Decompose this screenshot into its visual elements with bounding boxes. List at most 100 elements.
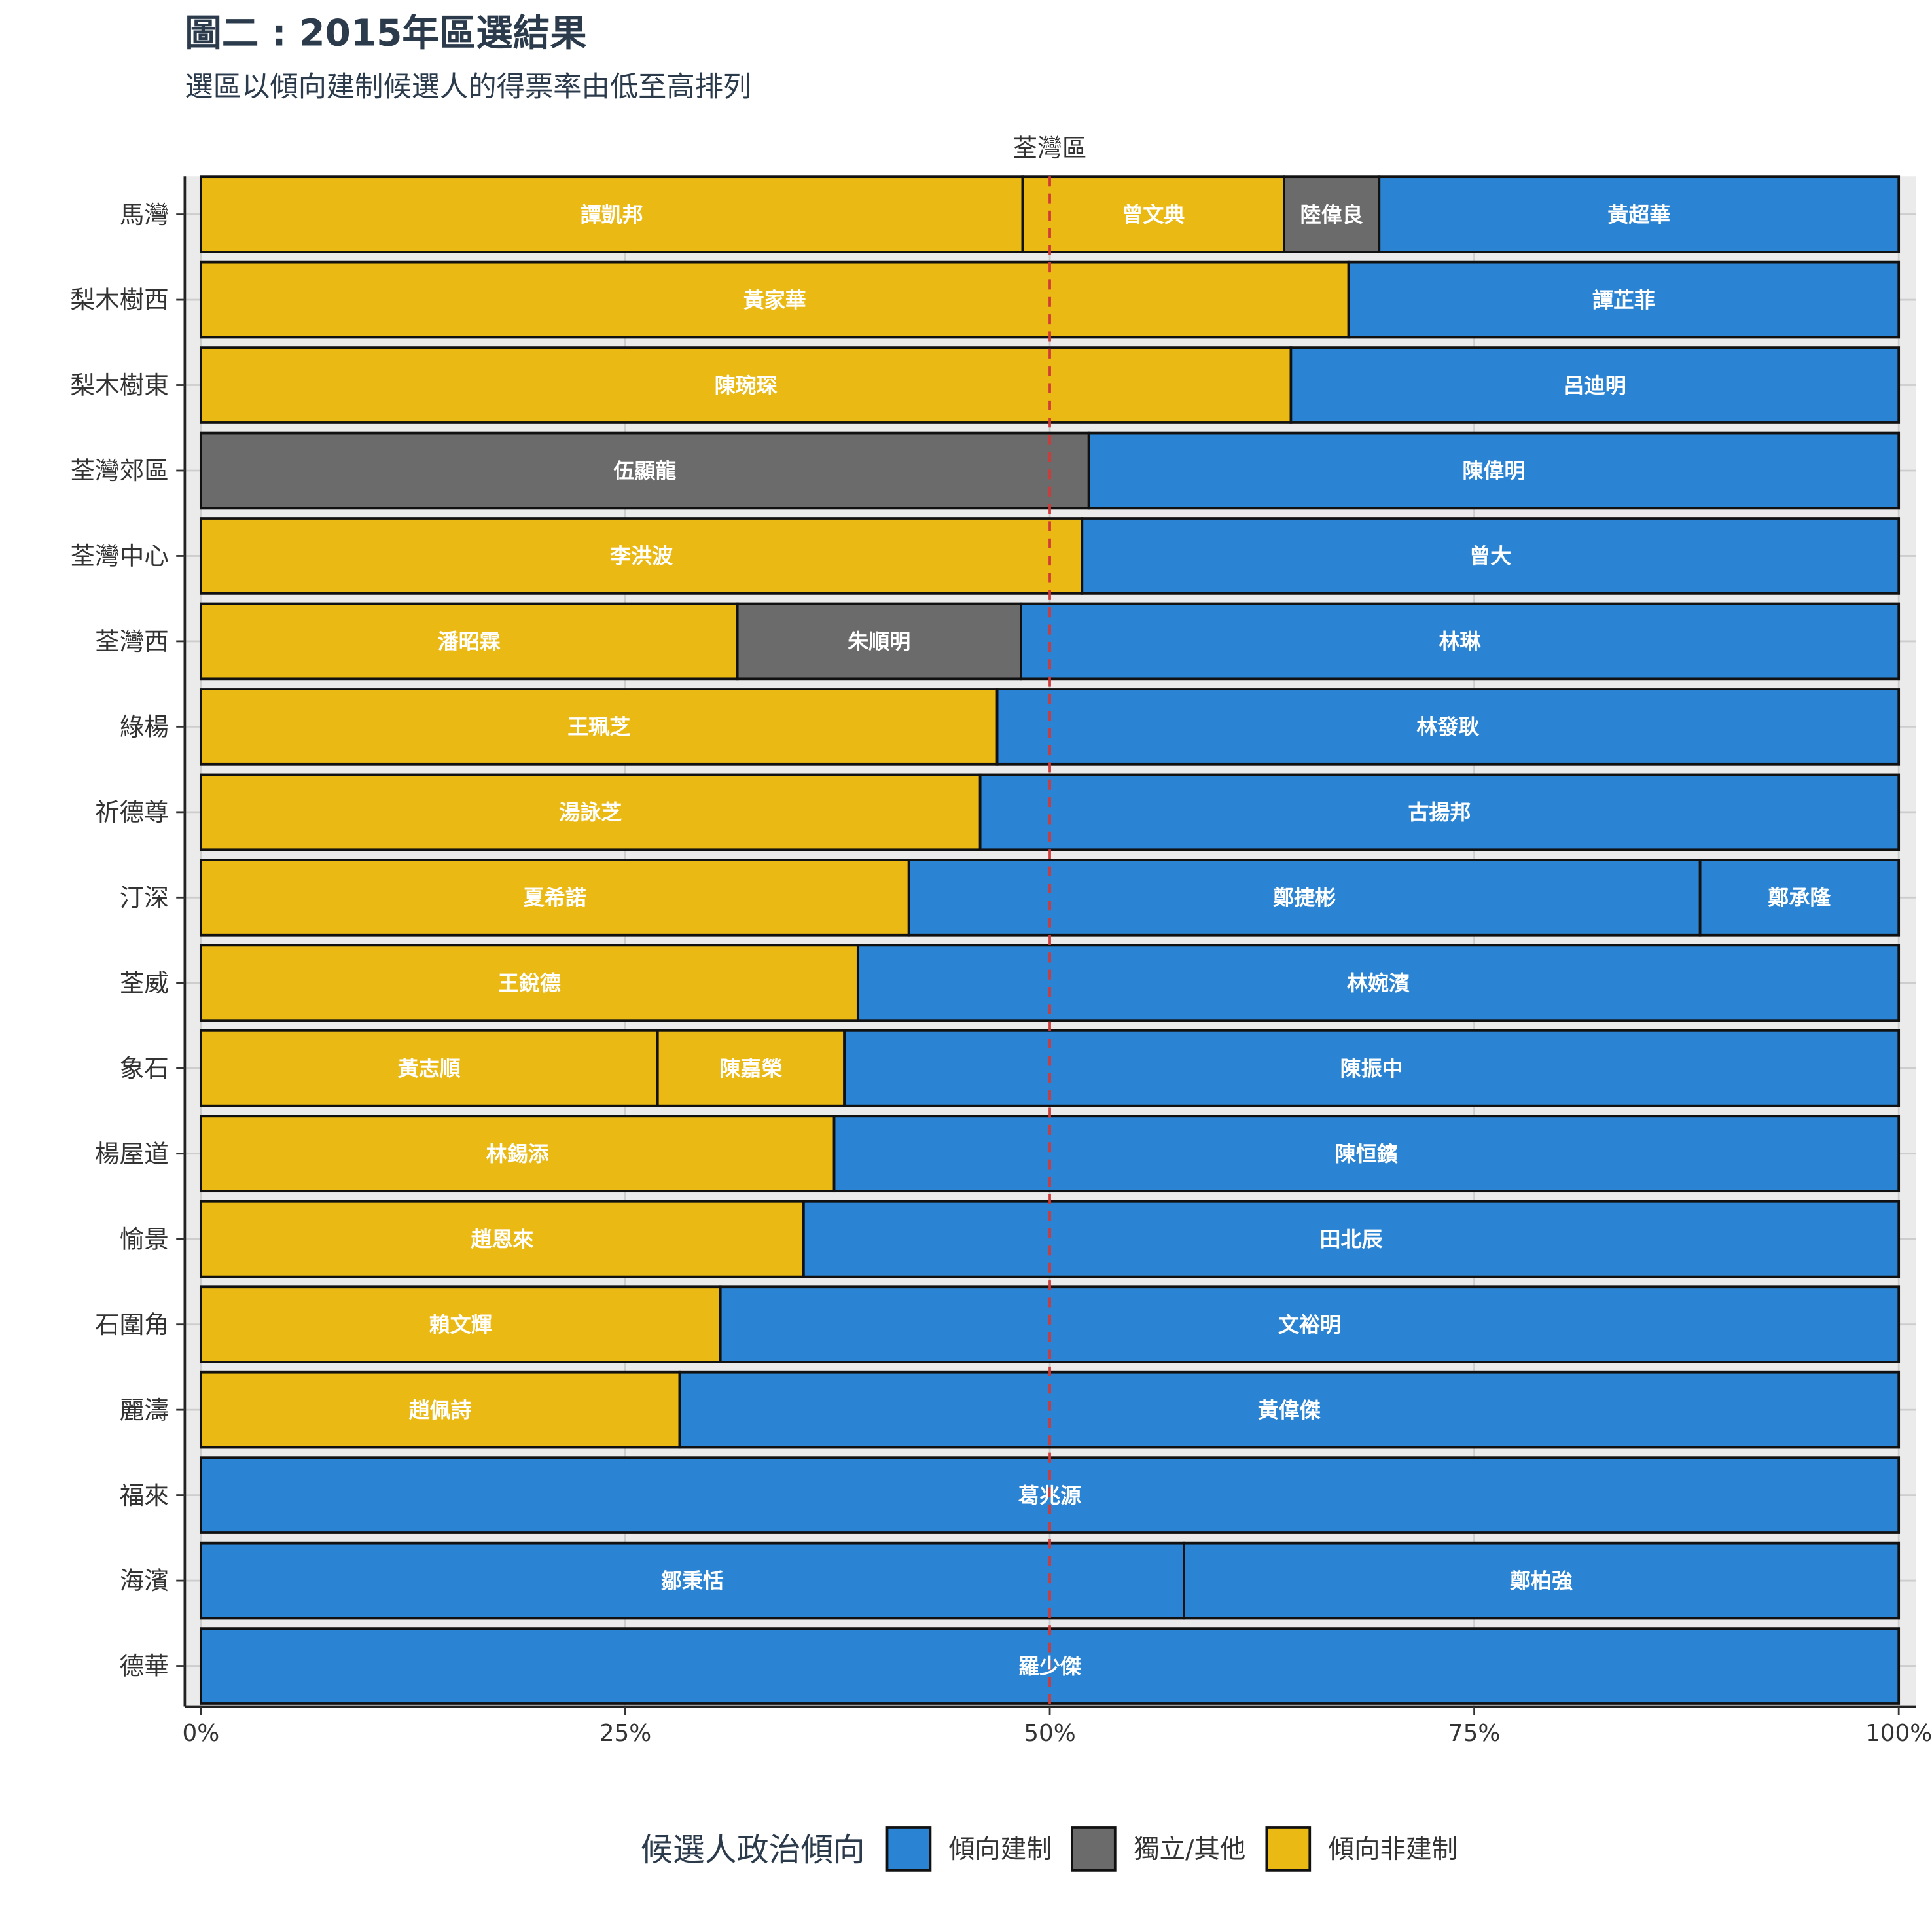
bar-label: 葛兆源 (1018, 1483, 1081, 1508)
bar-label: 趙佩詩 (409, 1397, 472, 1422)
bar-segment (856, 944, 1901, 1022)
bar-label: 曾文典 (1122, 202, 1185, 227)
bar-label: 鄭捷彬 (1273, 885, 1336, 910)
bar-label: 譚凱邦 (581, 202, 643, 227)
x-axis-ticks: 0% 25% 50% 75% 100% (182, 1706, 1932, 1747)
bar-label: 王珮芝 (567, 715, 630, 740)
legend-title: 候選人政治傾向 (641, 1831, 865, 1869)
bar-segment (199, 1029, 659, 1107)
x-tick-label: 75% (1448, 1720, 1501, 1747)
bar-segment (1378, 175, 1901, 253)
y-tick-label: 荃灣郊區 (70, 456, 169, 485)
bar-segment (802, 1200, 1901, 1278)
bar-label: 鄭柏強 (1510, 1568, 1573, 1593)
bar-segment (199, 1541, 1185, 1620)
bar-segment (199, 859, 910, 937)
y-tick-label: 麗濤 (120, 1395, 169, 1424)
bar-label: 潘昭霖 (438, 629, 501, 654)
bar-label: 伍顯龍 (613, 458, 676, 483)
legend-key-non-establishment (1265, 1826, 1312, 1872)
bar-label: 陳嘉榮 (719, 1056, 782, 1081)
bar-segment (1698, 859, 1901, 937)
bar-label: 田北辰 (1320, 1226, 1383, 1251)
bar-label: 林婉濱 (1347, 971, 1410, 995)
y-tick-label: 荃灣西 (95, 627, 169, 656)
bar-segment (995, 688, 1901, 766)
bar-segment (843, 1029, 1901, 1107)
bar-label: 羅少傑 (1018, 1654, 1081, 1679)
bar-label: 黃家華 (743, 287, 806, 312)
legend-key-independent (1071, 1826, 1117, 1872)
bar-label: 呂迪明 (1564, 373, 1626, 398)
legend-label-non-establishment: 傾向非建制 (1329, 1834, 1458, 1865)
bar-segment (1081, 517, 1901, 595)
y-tick-label: 馬灣 (120, 200, 169, 229)
y-tick-label: 楊屋道 (95, 1139, 169, 1168)
bar-label: 林發耿 (1416, 715, 1479, 740)
chart-title: 圖二 : 2015年區選結果 (185, 12, 587, 55)
bar-label: 王銳德 (498, 971, 561, 995)
y-tick-label: 海濱 (120, 1566, 169, 1595)
bar-label: 賴文輝 (429, 1312, 492, 1337)
x-tick-label: 100% (1865, 1720, 1932, 1747)
bar-segment (199, 260, 1350, 339)
bar-segment (1183, 1541, 1901, 1620)
bar-label: 林琳 (1439, 629, 1482, 654)
y-tick-label: 汀深 (120, 884, 169, 912)
bar-label: 陳振中 (1340, 1056, 1403, 1081)
y-tick-label: 石圍角 (95, 1310, 169, 1339)
bar-segment (199, 346, 1293, 424)
bar-label: 陸偉良 (1300, 202, 1363, 227)
bar-segment (719, 1285, 1901, 1363)
bar-segment (1289, 346, 1901, 424)
bar-label: 曾大 (1469, 544, 1511, 569)
legend-key-establishment (885, 1826, 932, 1872)
bar-segment (199, 602, 739, 681)
bar-segment (199, 517, 1084, 595)
bar-label: 陳恒鑌 (1335, 1141, 1398, 1166)
legend-label-independent: 獨立/其他 (1134, 1834, 1245, 1865)
bar-label: 陳琬琛 (715, 373, 778, 398)
bar-label: 文裕明 (1278, 1312, 1341, 1337)
y-tick-label: 荃威 (120, 969, 169, 997)
bar-label: 黃志順 (398, 1056, 461, 1081)
bar-segments (199, 175, 1901, 1705)
bar-label: 鄒秉恬 (661, 1568, 724, 1593)
bar-segment (1087, 431, 1901, 510)
bar-label: 趙恩來 (471, 1226, 533, 1251)
bar-segment (199, 944, 859, 1022)
y-tick-label: 德華 (120, 1652, 169, 1681)
bar-label: 陳偉明 (1462, 458, 1525, 483)
y-tick-label: 綠楊 (120, 713, 169, 742)
bar-label: 林錫添 (486, 1141, 550, 1166)
bar-segment (1020, 602, 1901, 681)
bar-label: 李洪波 (610, 544, 673, 569)
bar-segment (199, 688, 999, 766)
y-tick-label: 荃灣中心 (70, 542, 169, 571)
bar-segment (1283, 175, 1381, 253)
y-tick-label: 象石 (120, 1054, 169, 1082)
x-tick-label: 0% (182, 1720, 219, 1747)
y-tick-label: 祈德尊 (95, 798, 169, 827)
bar-segment (199, 773, 982, 851)
y-tick-label: 福來 (120, 1481, 169, 1510)
x-tick-label: 50% (1024, 1720, 1076, 1747)
x-tick-label: 25% (599, 1720, 652, 1747)
bar-label: 古揚邦 (1408, 800, 1471, 825)
bar-segment (1021, 175, 1285, 253)
bar-label: 湯詠芝 (559, 800, 622, 825)
bar-segment (678, 1370, 1901, 1449)
bar-label: 夏希諾 (524, 885, 586, 910)
y-axis-ticks: 馬灣梨木樹西梨木樹東荃灣郊區荃灣中心荃灣西綠楊祈德尊汀深荃威象石楊屋道愉景石圍角… (70, 200, 185, 1681)
chart-subtitle: 選區以傾向建制候選人的得票率由低至高排列 (185, 71, 751, 103)
y-tick-label: 愉景 (120, 1225, 169, 1253)
y-tick-label: 梨木樹東 (70, 371, 169, 400)
bar-label: 黃偉傑 (1258, 1397, 1321, 1422)
bar-segment (832, 1115, 1901, 1193)
bar-segment (1347, 260, 1901, 339)
bar-segment (199, 1285, 722, 1363)
bar-label: 鄭承隆 (1768, 885, 1831, 910)
legend: 候選人政治傾向 傾向建制 獨立/其他 傾向非建制 (641, 1826, 1458, 1872)
